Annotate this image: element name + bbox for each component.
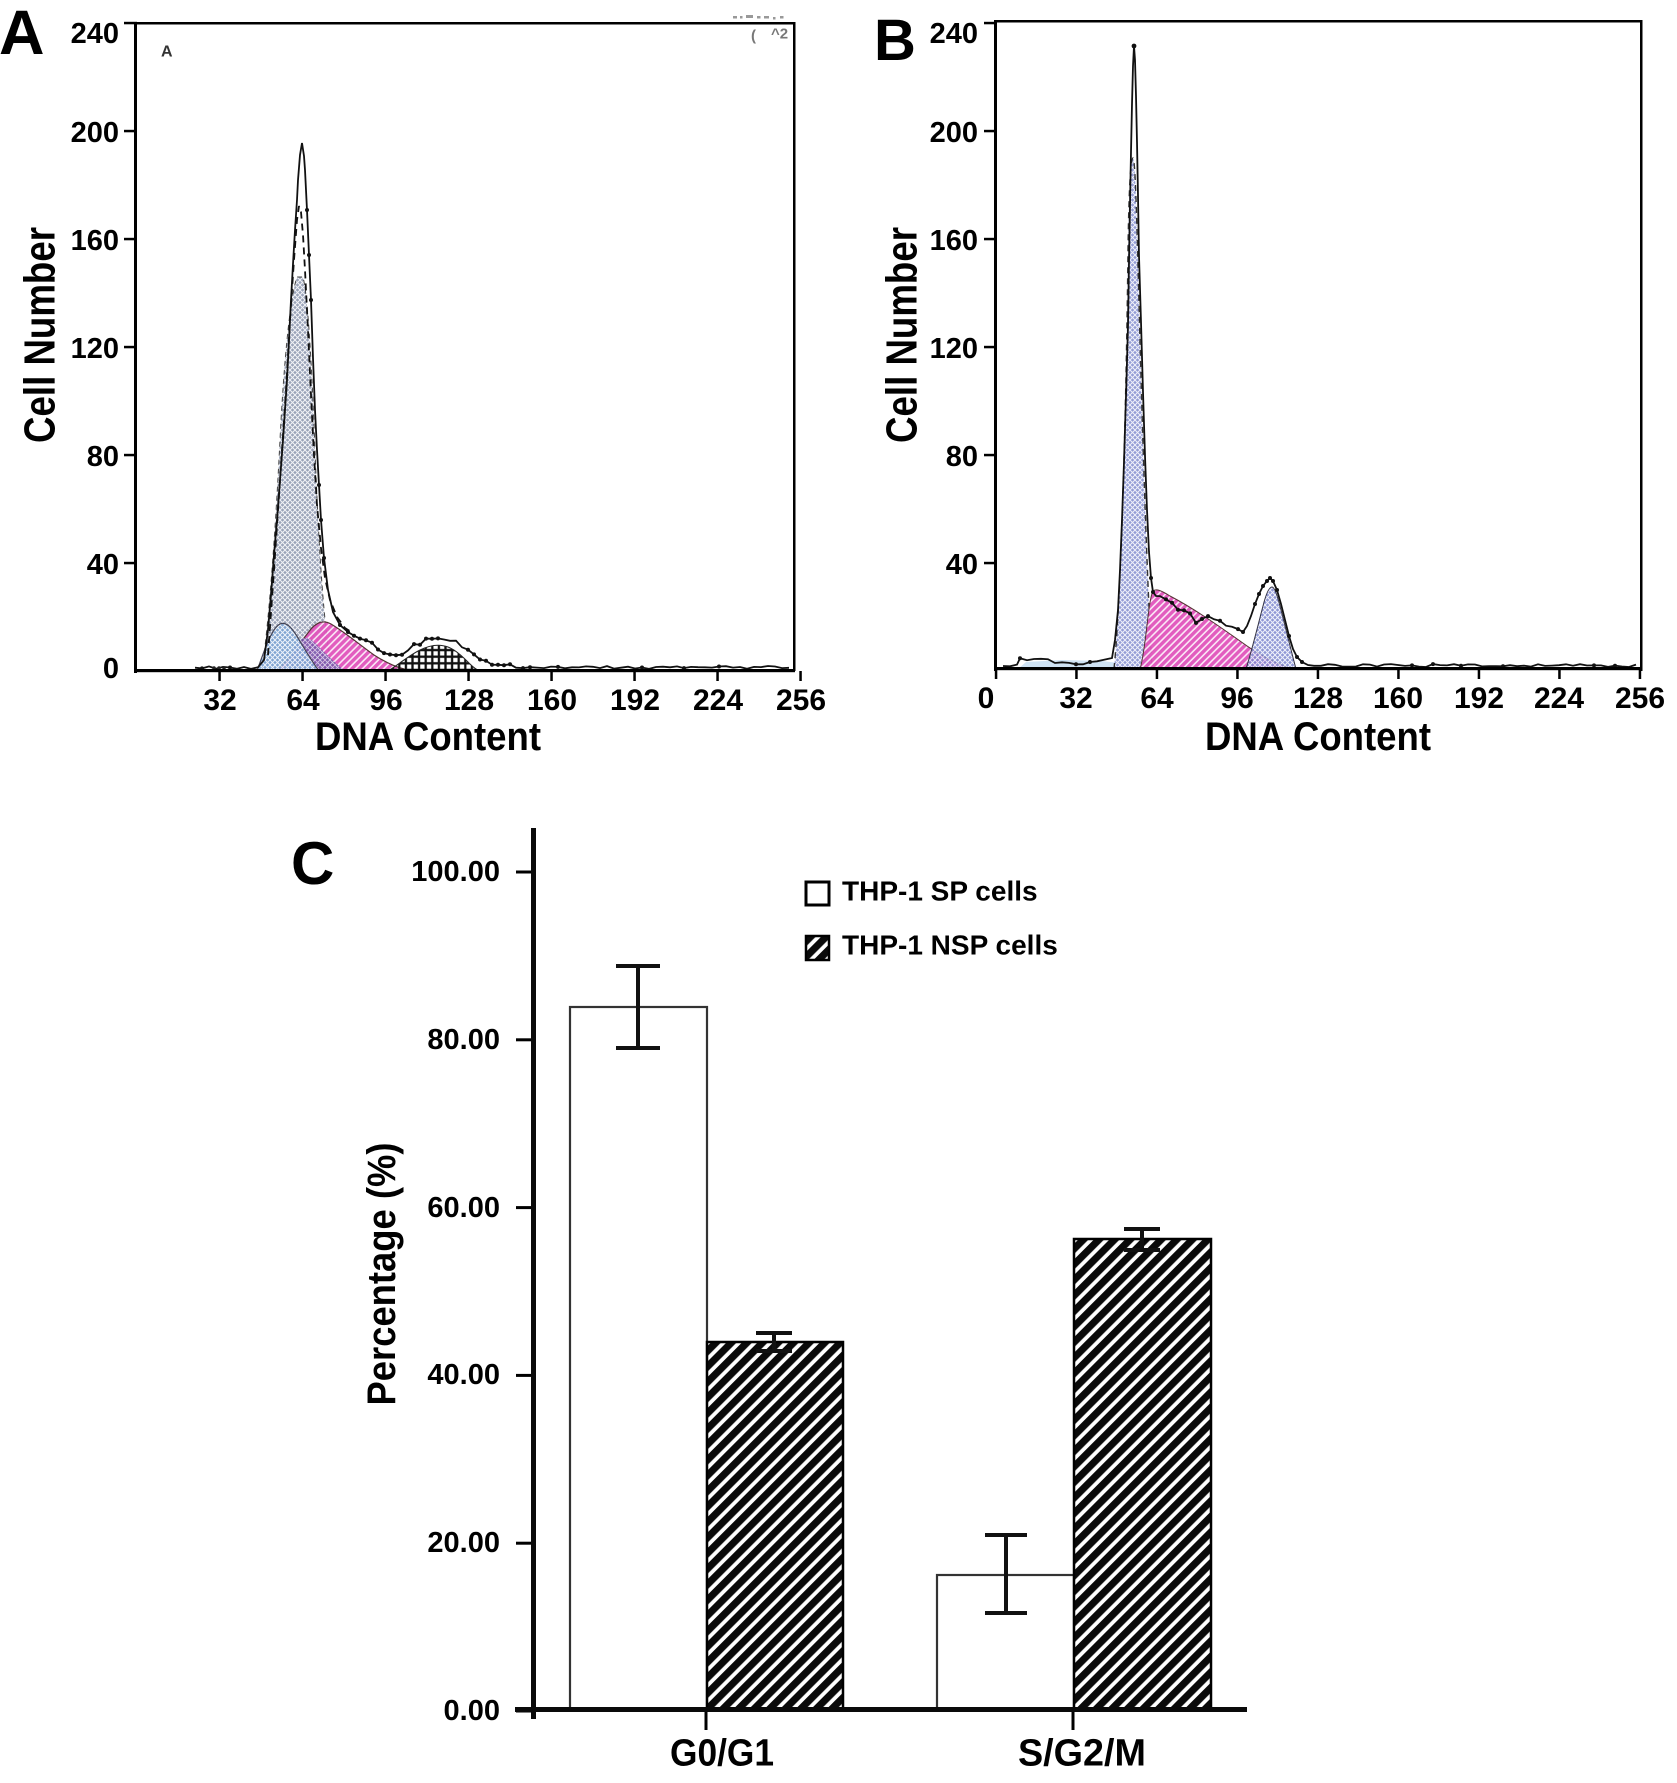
svg-text:80: 80 bbox=[87, 441, 119, 473]
svg-text:32: 32 bbox=[1059, 682, 1092, 715]
svg-text:B: B bbox=[874, 8, 916, 73]
svg-text:160: 160 bbox=[1373, 682, 1423, 715]
svg-text:192: 192 bbox=[1454, 682, 1504, 715]
svg-text:256: 256 bbox=[776, 684, 826, 717]
svg-text:A: A bbox=[0, 0, 45, 68]
svg-text:G0/G1: G0/G1 bbox=[670, 1732, 774, 1774]
svg-text:32: 32 bbox=[203, 684, 236, 717]
svg-text:256: 256 bbox=[1615, 682, 1665, 715]
svg-text:40.00: 40.00 bbox=[427, 1359, 500, 1391]
svg-text:0: 0 bbox=[978, 682, 995, 715]
svg-text:C: C bbox=[291, 830, 334, 897]
svg-text:160: 160 bbox=[527, 684, 577, 717]
svg-text:40: 40 bbox=[87, 549, 119, 581]
svg-text:A: A bbox=[161, 43, 173, 60]
svg-text:60.00: 60.00 bbox=[427, 1192, 500, 1224]
svg-text:224: 224 bbox=[1534, 682, 1584, 715]
svg-text:^2: ^2 bbox=[771, 25, 788, 42]
svg-text:192: 192 bbox=[610, 684, 660, 717]
svg-text:Cell Number: Cell Number bbox=[16, 227, 65, 443]
svg-text:THP-1 NSP cells: THP-1 NSP cells bbox=[842, 930, 1058, 961]
svg-text:40: 40 bbox=[946, 549, 978, 581]
svg-text:64: 64 bbox=[1140, 682, 1174, 715]
svg-text:THP-1 SP cells: THP-1 SP cells bbox=[842, 876, 1038, 907]
svg-text:224: 224 bbox=[693, 684, 743, 717]
svg-text:100.00: 100.00 bbox=[411, 856, 500, 888]
svg-text:120: 120 bbox=[930, 333, 978, 365]
svg-text:128: 128 bbox=[444, 684, 494, 717]
svg-text:Cell Number: Cell Number bbox=[878, 227, 927, 443]
svg-text:0: 0 bbox=[103, 653, 119, 685]
svg-text:200: 200 bbox=[71, 117, 119, 149]
svg-text:240: 240 bbox=[930, 18, 978, 50]
svg-text:160: 160 bbox=[71, 225, 119, 257]
svg-text:240: 240 bbox=[71, 18, 119, 50]
svg-text:200: 200 bbox=[930, 117, 978, 149]
svg-text:96: 96 bbox=[369, 684, 402, 717]
svg-text:64: 64 bbox=[286, 684, 320, 717]
svg-text:S/G2/M: S/G2/M bbox=[1018, 1732, 1146, 1774]
svg-text:80: 80 bbox=[946, 441, 978, 473]
svg-text:96: 96 bbox=[1220, 682, 1253, 715]
svg-text:80.00: 80.00 bbox=[427, 1024, 500, 1056]
svg-text:Percentage (%): Percentage (%) bbox=[360, 1143, 404, 1406]
svg-text:DNA Content: DNA Content bbox=[315, 715, 541, 759]
svg-text:20.00: 20.00 bbox=[427, 1527, 500, 1559]
svg-text:120: 120 bbox=[71, 333, 119, 365]
svg-text:DNA Content: DNA Content bbox=[1205, 715, 1431, 759]
svg-text:160: 160 bbox=[930, 225, 978, 257]
svg-text:(: ( bbox=[751, 27, 756, 44]
svg-text:128: 128 bbox=[1293, 682, 1343, 715]
svg-text:0.00: 0.00 bbox=[444, 1695, 500, 1727]
